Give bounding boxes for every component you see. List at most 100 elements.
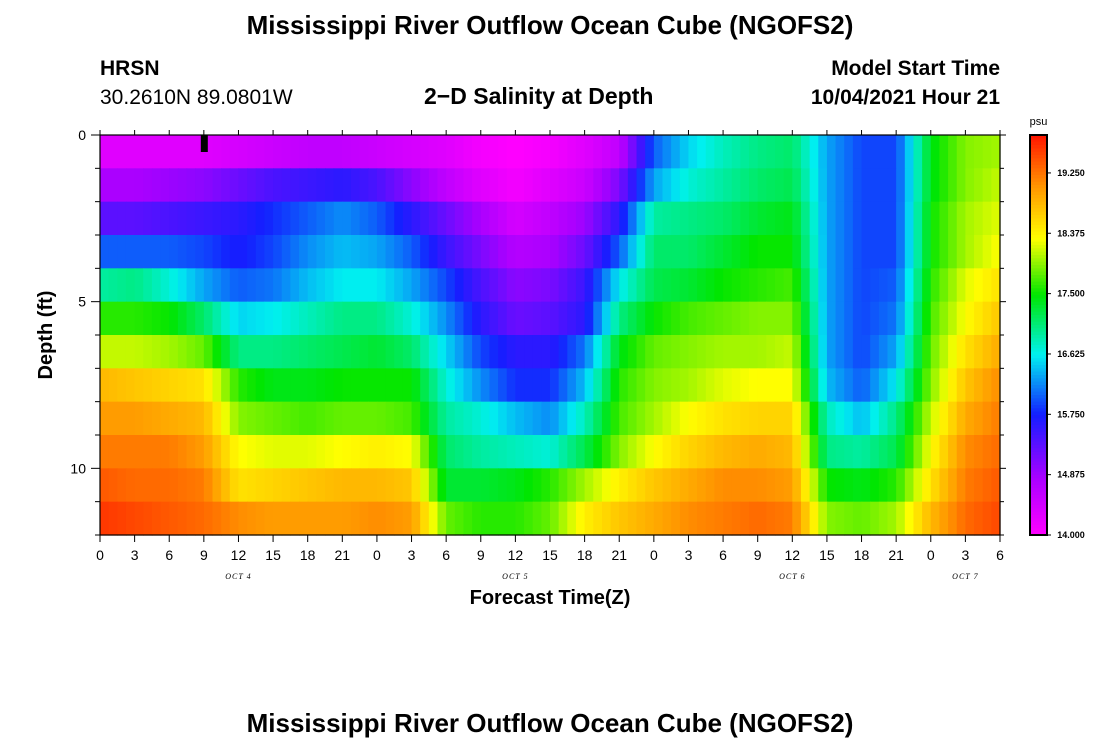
heatmap-cell (653, 235, 664, 269)
heatmap-cell (818, 135, 828, 169)
heatmap-cell (134, 501, 144, 536)
plot-subtitle: 2−D Salinity at Depth (424, 83, 654, 109)
heatmap-cell (255, 168, 266, 203)
heatmap-cell (671, 501, 681, 536)
heatmap-cell (679, 268, 690, 303)
heatmap-cell (852, 335, 863, 369)
heatmap-cell (653, 168, 664, 203)
heatmap-cell (948, 335, 958, 369)
heatmap-cell (108, 335, 118, 369)
x-tick-label: 21 (611, 547, 627, 563)
colorbar-segment (1030, 521, 1047, 526)
heatmap-cell (212, 201, 222, 236)
heatmap-cell (463, 301, 473, 336)
heatmap-cell (212, 235, 222, 269)
heatmap-cell (636, 468, 646, 503)
heatmap-cell (567, 301, 577, 336)
heatmap-cell (368, 135, 378, 169)
heatmap-cell (731, 301, 741, 336)
heatmap-cell (195, 201, 205, 236)
heatmap-cell (428, 501, 439, 536)
heatmap-cell (844, 501, 854, 536)
heatmap-cell (991, 135, 1001, 169)
heatmap-cell (281, 235, 291, 269)
heatmap-cell (368, 401, 378, 436)
heatmap-cell (229, 235, 240, 269)
date-label: OCT 4 (225, 572, 251, 581)
heatmap-cell (402, 335, 413, 369)
heatmap-cell (870, 301, 880, 336)
heatmap-cell (342, 335, 352, 369)
colorbar-segment (1030, 451, 1047, 456)
heatmap-cell (212, 468, 222, 503)
heatmap-cell (463, 401, 473, 436)
heatmap-cell (826, 268, 837, 303)
heatmap-cell (402, 268, 413, 303)
heatmap-cell (108, 501, 118, 536)
colorbar-segment (1030, 208, 1047, 213)
heatmap-cell (558, 135, 568, 169)
heatmap-cell (688, 235, 698, 269)
heatmap-cell (368, 501, 378, 536)
heatmap-cell (688, 368, 698, 403)
colorbar-segment (1030, 358, 1047, 363)
heatmap-cell (350, 368, 361, 403)
heatmap-cell (489, 468, 499, 503)
heatmap-cell (350, 268, 361, 303)
heatmap-cell (333, 135, 343, 169)
heatmap-cell (757, 301, 767, 336)
heatmap-cell (714, 468, 724, 503)
heatmap-cell (281, 401, 291, 436)
heatmap-cell (723, 135, 733, 169)
heatmap-cell (948, 168, 958, 203)
heatmap-cell (437, 435, 447, 469)
heatmap-cell (896, 135, 906, 169)
heatmap-cell (965, 235, 975, 269)
x-tick-label: 3 (131, 547, 139, 563)
heatmap-cell (342, 301, 352, 336)
colorbar-segment (1030, 318, 1047, 323)
heatmap-cell (584, 468, 594, 503)
heatmap-cell (402, 168, 413, 203)
heatmap-cell (195, 135, 205, 169)
heatmap-cell (100, 168, 110, 203)
heatmap-cell (852, 301, 863, 336)
colorbar-segment (1030, 471, 1047, 476)
heatmap-cell (584, 501, 594, 536)
heatmap-cell (212, 135, 222, 169)
heatmap-cell (878, 235, 889, 269)
heatmap-cell (688, 435, 698, 469)
heatmap-cell (385, 135, 395, 169)
heatmap-cell (376, 368, 387, 403)
heatmap-cell (584, 335, 594, 369)
colorbar-segment (1030, 315, 1047, 319)
heatmap-cell (247, 135, 257, 169)
colorbar-segment (1030, 461, 1047, 466)
heatmap-cell (125, 435, 136, 469)
heatmap-cell (636, 135, 646, 169)
heatmap-cell (376, 201, 387, 236)
heatmap-cell (567, 368, 577, 403)
heatmap-cell (143, 468, 153, 503)
heatmap-cell (896, 201, 906, 236)
heatmap-cell (255, 435, 266, 469)
heatmap-cell (247, 301, 257, 336)
heatmap-cell (939, 368, 949, 403)
heatmap-cell (480, 235, 491, 269)
heatmap-cell (506, 368, 516, 403)
heatmap-cell (792, 368, 802, 403)
heatmap-cell (385, 168, 395, 203)
x-tick-label: 21 (335, 547, 351, 563)
x-tick-label: 12 (231, 547, 247, 563)
heatmap-cell (506, 501, 516, 536)
heatmap-cell (662, 501, 672, 536)
colorbar-segment (1030, 248, 1047, 253)
heatmap-cell (411, 401, 421, 436)
heatmap-cell (359, 435, 369, 469)
heatmap-cell (446, 501, 456, 536)
heatmap-cell (662, 468, 672, 503)
heatmap-cell (186, 301, 196, 336)
heatmap-cell (653, 501, 664, 536)
heatmap-cell (524, 268, 534, 303)
heatmap-cell (532, 301, 542, 336)
